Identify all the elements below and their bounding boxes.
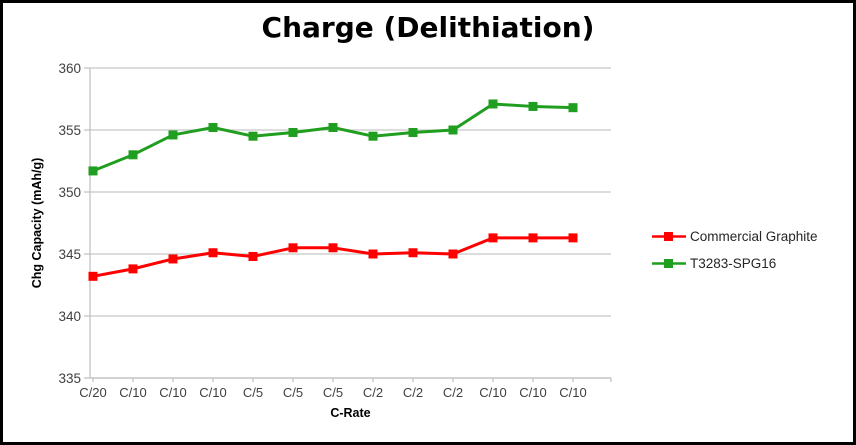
series-marker [208,248,218,258]
series-marker [408,127,418,137]
series-marker [328,243,338,253]
series-marker [88,271,98,281]
legend-label: Commercial Graphite [690,228,818,244]
x-tick-label: C/10 [479,385,506,400]
series-marker [448,125,458,135]
series-marker [248,251,258,261]
series-marker [128,264,138,274]
y-tick-label: 355 [58,123,81,138]
series-marker [408,248,418,258]
chart-title: Charge (Delithiation) [261,11,595,44]
series-marker [368,249,378,259]
y-tick-label: 350 [58,185,81,200]
x-tick-label: C/5 [323,385,343,400]
x-tick-label: C/5 [283,385,303,400]
series-marker [248,131,258,141]
x-tick-label: C/10 [559,385,586,400]
legend-label: T3283-SPG16 [690,255,777,271]
series-marker [488,99,498,109]
series-marker [368,131,378,141]
series-marker [528,101,538,111]
series-marker [88,166,98,176]
y-tick-label: 345 [58,247,81,262]
x-tick-label: C/20 [79,385,106,400]
x-tick-label: C/2 [443,385,463,400]
x-axis-title: C-Rate [330,406,370,420]
x-tick-label: C/2 [403,385,423,400]
series-marker [568,103,578,113]
series-marker [288,127,298,137]
y-axis-title: Chg Capacity (mAh/g) [30,158,44,289]
series-marker [448,249,458,259]
series-marker [168,254,178,264]
x-tick-label: C/2 [363,385,383,400]
series-marker [488,233,498,243]
line-chart-plot: 335 340 345 350 355 360 C/20 C/10 C/10 C/10 C/5 C/5… [30,61,612,420]
legend-item: T3283-SPG16 [651,254,818,272]
series-marker [208,123,218,133]
x-tick-label: C/10 [199,385,226,400]
x-tick-label: C/10 [119,385,146,400]
series-marker [128,150,138,160]
legend-item: Commercial Graphite [651,227,818,245]
series-marker [328,123,338,133]
series-marker [568,233,578,243]
series-marker [168,130,178,140]
x-tick-label: C/10 [519,385,546,400]
series-marker [288,243,298,253]
series-line-1 [91,102,575,173]
y-tick-label: 360 [58,61,81,76]
legend-marker-icon [652,258,686,268]
legend: Commercial Graphite T3283-SPG16 [651,227,818,272]
x-tick-label: C/5 [243,385,263,400]
y-tick-label: 340 [58,309,81,324]
series-marker [528,233,538,243]
legend-marker-icon [652,231,686,241]
x-tick-label: C/10 [159,385,186,400]
y-tick-label: 335 [58,371,81,386]
